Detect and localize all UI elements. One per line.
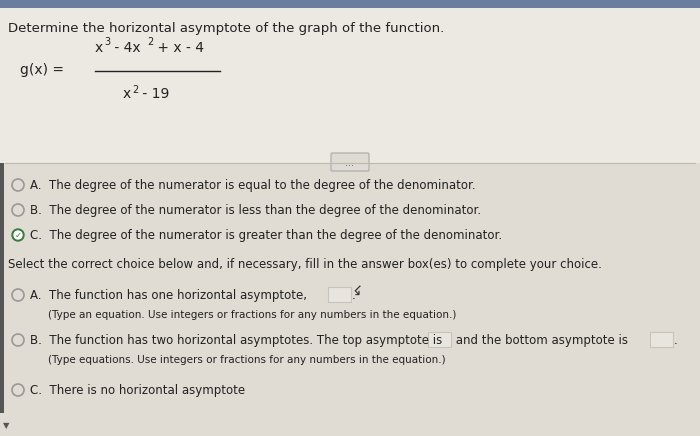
Text: + x - 4: + x - 4 bbox=[153, 41, 204, 55]
Text: A.  The degree of the numerator is equal to the degree of the denominator.: A. The degree of the numerator is equal … bbox=[30, 178, 475, 191]
Text: ✓: ✓ bbox=[15, 231, 22, 240]
Text: - 4x: - 4x bbox=[110, 41, 141, 55]
FancyBboxPatch shape bbox=[0, 163, 700, 436]
Text: ↳: ↳ bbox=[346, 284, 364, 302]
Text: B.  The degree of the numerator is less than the degree of the denominator.: B. The degree of the numerator is less t… bbox=[30, 204, 481, 217]
Text: ...: ... bbox=[346, 158, 354, 168]
Circle shape bbox=[12, 229, 24, 241]
Text: 2: 2 bbox=[132, 85, 139, 95]
FancyBboxPatch shape bbox=[650, 331, 673, 347]
FancyBboxPatch shape bbox=[428, 331, 451, 347]
Text: 2: 2 bbox=[147, 37, 153, 47]
Circle shape bbox=[14, 231, 22, 239]
Text: 3: 3 bbox=[104, 37, 110, 47]
Text: C.  The degree of the numerator is greater than the degree of the denominator.: C. The degree of the numerator is greate… bbox=[30, 228, 502, 242]
Text: g(x) =: g(x) = bbox=[20, 63, 64, 77]
FancyBboxPatch shape bbox=[0, 8, 700, 163]
Text: (Type an equation. Use integers or fractions for any numbers in the equation.): (Type an equation. Use integers or fract… bbox=[48, 310, 456, 320]
Text: - 19: - 19 bbox=[138, 87, 169, 101]
Text: Select the correct choice below and, if necessary, fill in the answer box(es) to: Select the correct choice below and, if … bbox=[8, 258, 602, 271]
Text: .: . bbox=[674, 334, 678, 347]
FancyBboxPatch shape bbox=[328, 286, 351, 302]
Text: ▼: ▼ bbox=[3, 421, 10, 430]
Text: C.  There is no horizontal asymptote: C. There is no horizontal asymptote bbox=[30, 384, 245, 396]
Text: Determine the horizontal asymptote of the graph of the function.: Determine the horizontal asymptote of th… bbox=[8, 22, 444, 35]
Text: x: x bbox=[123, 87, 132, 101]
FancyBboxPatch shape bbox=[0, 163, 4, 413]
Text: and the bottom asymptote is: and the bottom asymptote is bbox=[452, 334, 628, 347]
FancyBboxPatch shape bbox=[331, 153, 369, 171]
Text: A.  The function has one horizontal asymptote,: A. The function has one horizontal asymp… bbox=[30, 289, 307, 302]
FancyBboxPatch shape bbox=[0, 0, 700, 8]
Text: (Type equations. Use integers or fractions for any numbers in the equation.): (Type equations. Use integers or fractio… bbox=[48, 355, 446, 365]
Text: B.  The function has two horizontal asymptotes. The top asymptote is: B. The function has two horizontal asymp… bbox=[30, 334, 442, 347]
Text: .: . bbox=[352, 289, 356, 302]
Text: x: x bbox=[95, 41, 104, 55]
